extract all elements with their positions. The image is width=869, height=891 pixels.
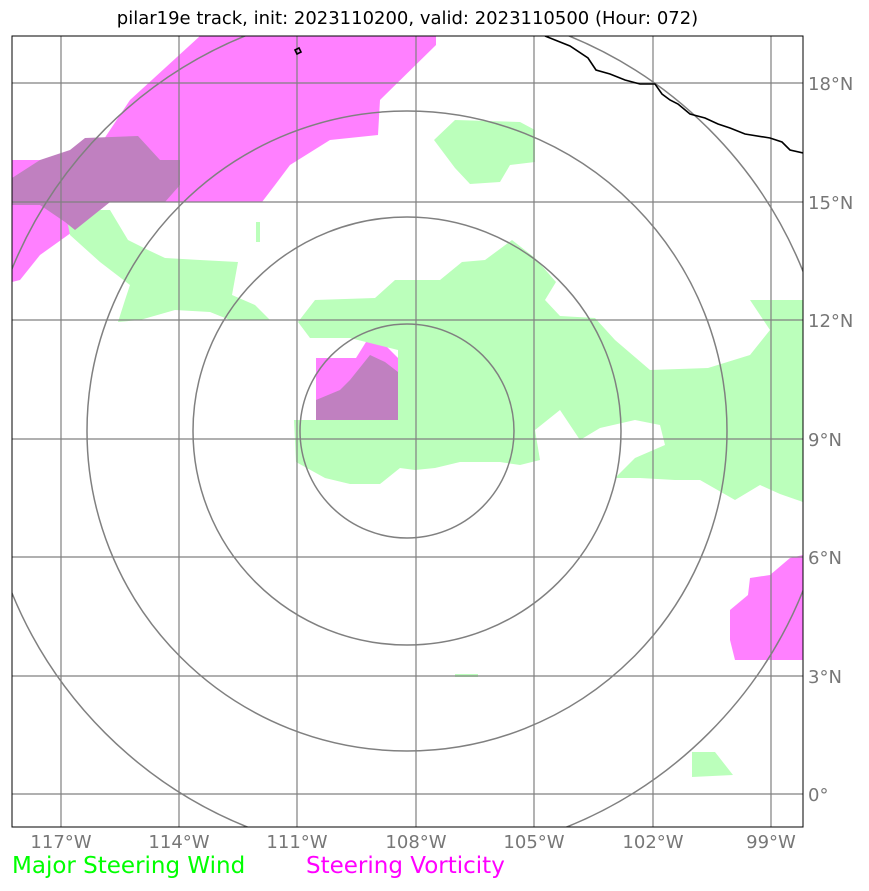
vorticity-region-southeast: [730, 555, 803, 660]
wind-region-west: [65, 210, 270, 322]
vorticity-region-northwest: [12, 36, 436, 282]
lat-tick-18n: 18°N: [808, 74, 853, 95]
lat-tick-3n: 3°N: [808, 667, 842, 688]
range-ring-3: [86, 110, 728, 752]
legend-steering-vorticity: Steering Vorticity: [306, 853, 505, 879]
range-rings: [12, 36, 803, 827]
coastline-mexico: [544, 36, 803, 154]
steering-wind-regions: [65, 120, 803, 777]
map-title: pilar19e track, init: 2023110200, valid:…: [116, 8, 699, 29]
range-ring-2: [192, 216, 622, 646]
map-frame: [11, 35, 804, 828]
overlap-regions: [12, 136, 398, 420]
lon-tick-labels: 117°W 114°W 111°W 108°W 105°W 102°W 99°W: [30, 832, 796, 853]
lon-tick-111w: 111°W: [266, 832, 327, 853]
wind-region-small-strip: [256, 222, 260, 242]
lat-tick-12n: 12°N: [808, 311, 853, 332]
legend-steering-wind: Major Steering Wind: [12, 853, 246, 879]
map-plot-area: [12, 36, 803, 827]
lon-tick-105w: 105°W: [503, 832, 564, 853]
lon-tick-108w: 108°W: [385, 832, 446, 853]
lat-tick-labels: 18°N 15°N 12°N 9°N 6°N 3°N 0°: [808, 74, 853, 806]
lat-tick-9n: 9°N: [808, 430, 842, 451]
lat-tick-6n: 6°N: [808, 548, 842, 569]
coastline: [293, 36, 803, 154]
lon-tick-102w: 102°W: [622, 832, 683, 853]
range-ring-1: [299, 323, 515, 539]
lon-tick-99w: 99°W: [746, 832, 796, 853]
wind-region-central: [294, 240, 803, 502]
lon-tick-117w: 117°W: [30, 832, 91, 853]
lon-tick-114w: 114°W: [148, 832, 209, 853]
wind-region-north-patch: [434, 120, 535, 184]
lat-tick-0: 0°: [808, 785, 828, 806]
graticule: [12, 36, 803, 827]
overlap-region-northwest: [12, 136, 180, 230]
wind-region-southeast-patch: [692, 752, 733, 777]
overlap-region-center: [316, 355, 398, 420]
lat-tick-15n: 15°N: [808, 193, 853, 214]
island-small: [293, 46, 303, 56]
